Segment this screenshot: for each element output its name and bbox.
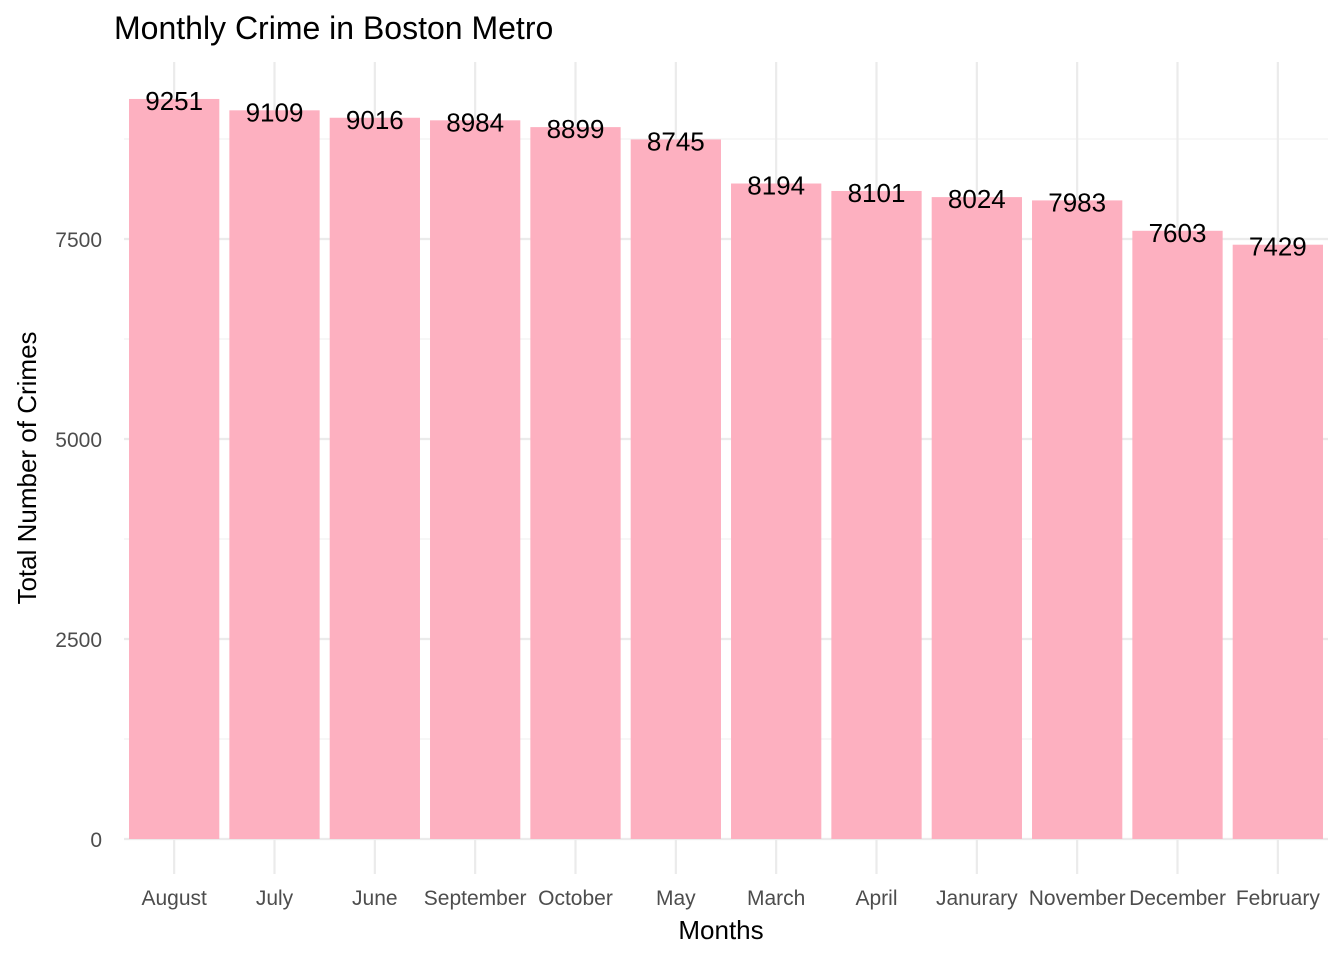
x-axis-ticks: August July June September October May March Ap… [141, 887, 1320, 910]
chart-title: Monthly Crime in Boston Metro [114, 10, 553, 46]
y-axis-title: Total Number of Crimes [12, 331, 42, 604]
data-label: 7983 [1048, 187, 1106, 217]
bar [329, 117, 420, 839]
bar [831, 190, 922, 839]
x-tick-label: April [855, 887, 897, 910]
x-tick-label: Janurary [936, 887, 1018, 910]
x-tick-label: May [656, 887, 696, 910]
x-axis-title: Months [678, 915, 763, 945]
x-tick-label: August [141, 887, 207, 910]
y-tick-label: 7500 [55, 229, 102, 252]
data-label: 9251 [145, 86, 203, 116]
bar [430, 120, 521, 839]
x-tick-label: December [1129, 887, 1226, 910]
bar [530, 127, 621, 840]
data-label: 9109 [246, 97, 304, 127]
data-label: 8024 [948, 184, 1006, 214]
bar [129, 98, 220, 839]
data-label: 7429 [1249, 232, 1307, 262]
bar [1032, 200, 1123, 839]
x-tick-label: October [538, 887, 613, 910]
bar [931, 197, 1022, 839]
y-axis-ticks: 0 2500 5000 7500 [55, 229, 102, 852]
x-tick-label: July [256, 887, 294, 910]
data-label: 8194 [747, 171, 805, 201]
data-label: 8984 [446, 107, 504, 137]
x-tick-label: September [424, 887, 527, 910]
bar [229, 110, 320, 840]
bar [731, 183, 822, 840]
y-tick-label: 0 [90, 829, 102, 852]
data-label: 8745 [647, 126, 705, 156]
x-tick-label: November [1029, 887, 1126, 910]
data-labels: 9251 9109 9016 8984 8899 8745 8194 8101 8024 7983… [145, 86, 1307, 262]
x-tick-label: March [747, 887, 805, 910]
data-label: 8101 [848, 178, 906, 208]
x-tick-label: February [1236, 887, 1321, 910]
data-label: 8899 [547, 114, 605, 144]
x-tick-label: June [352, 887, 398, 910]
bars [129, 98, 1323, 840]
y-tick-label: 2500 [55, 629, 102, 652]
data-label: 7603 [1149, 218, 1207, 248]
bar [1132, 230, 1223, 839]
bar [1232, 244, 1323, 840]
bar [630, 139, 721, 839]
y-tick-label: 5000 [55, 429, 102, 452]
data-label: 9016 [346, 105, 404, 135]
